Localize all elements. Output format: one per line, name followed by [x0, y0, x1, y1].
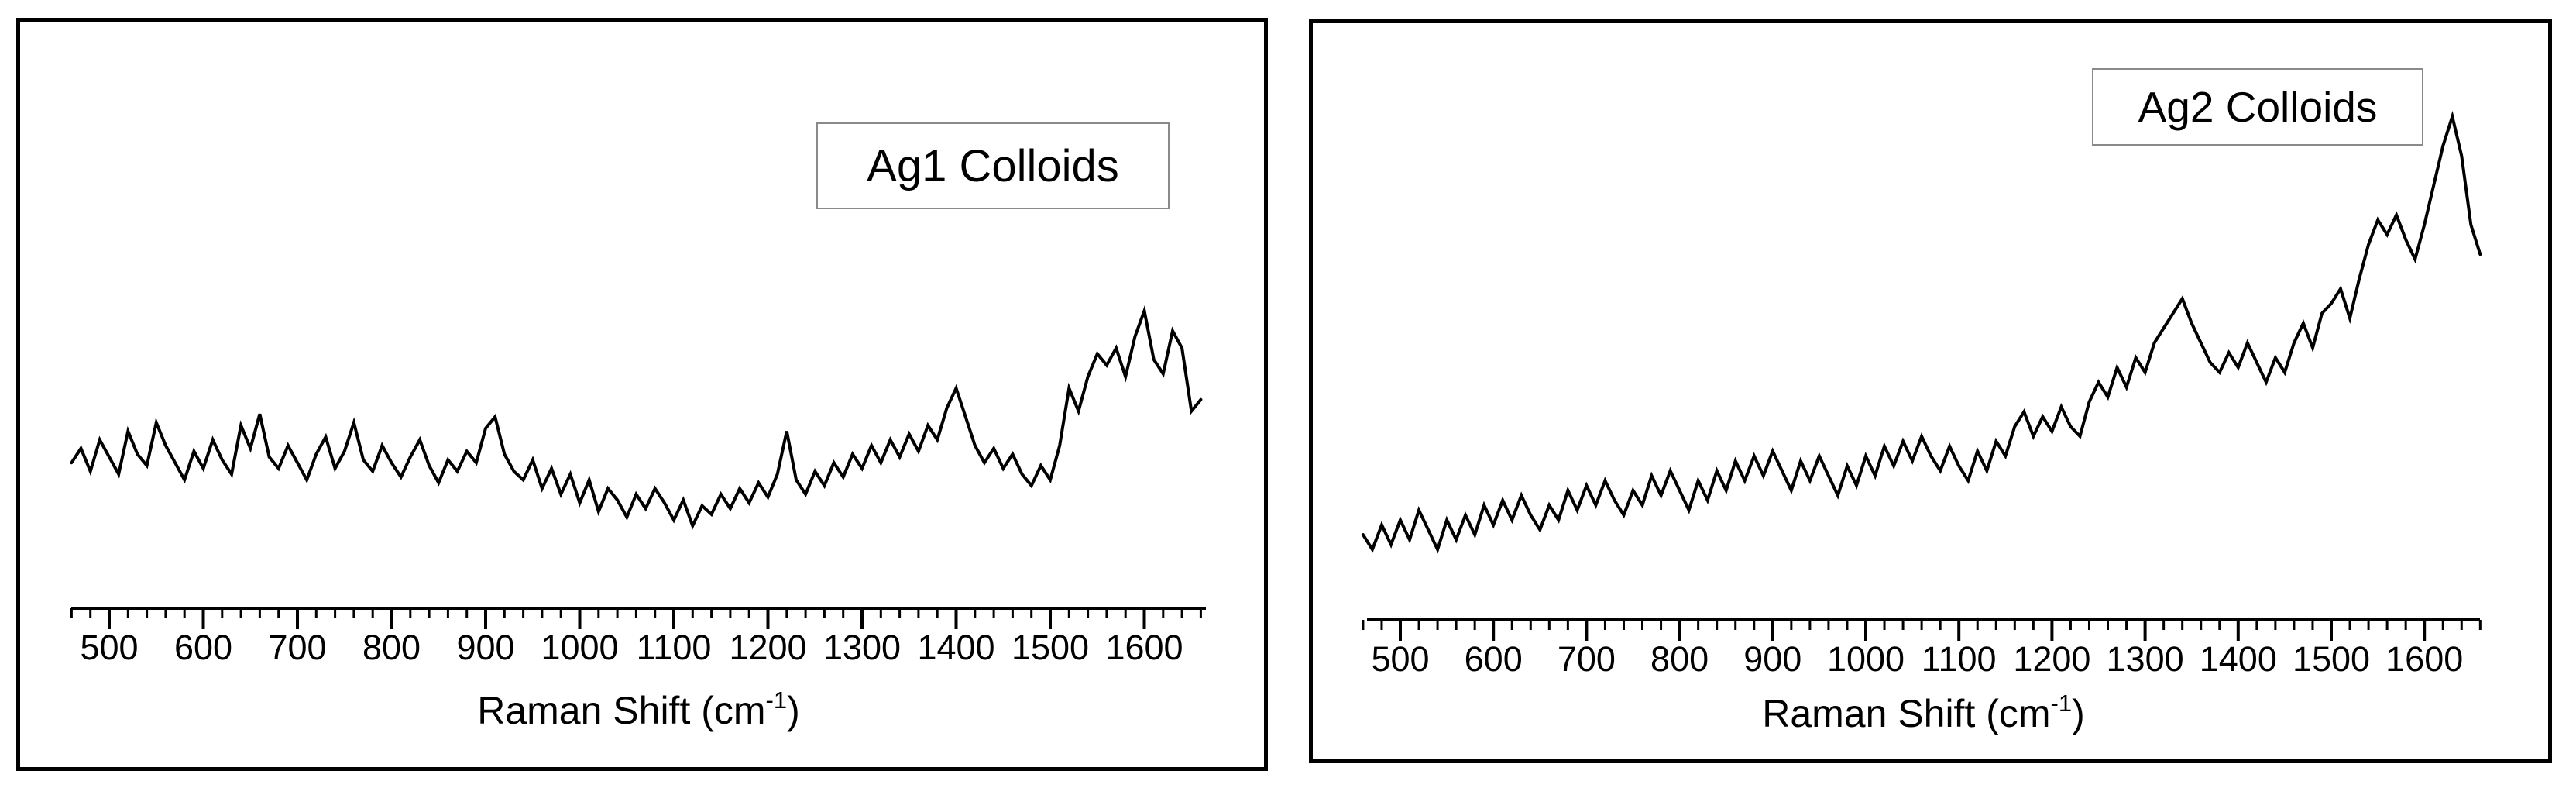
x-tick-label: 1500 [2293, 639, 2370, 679]
x-tick-label: 1200 [2013, 639, 2090, 679]
x-tick-label: 1400 [917, 628, 994, 667]
x-tick-label: 700 [268, 628, 326, 667]
ag1-plot-svg: 500 600 700 800 900 1000 1100 1200 1300 1400 1500 1… [70, 305, 1206, 667]
x-tick-label: 1000 [1827, 639, 1905, 679]
x-tick-label: 1300 [823, 628, 901, 667]
spectrum-trace [70, 305, 1203, 530]
x-tick-label: 800 [1650, 639, 1709, 679]
x-tick-label: 1100 [637, 628, 712, 667]
chart-panel-ag2: 500 600 700 800 900 1000 1100 1200 1300 1400 1500 1… [1309, 19, 2552, 763]
x-tick-label: 1200 [729, 628, 806, 667]
chart-panel-ag1: 500 600 700 800 900 1000 1100 1200 1300 1400 1500 1… [16, 18, 1268, 771]
x-tick-label: 600 [174, 628, 232, 667]
x-tick-label: 1100 [1922, 639, 1997, 679]
x-tick-label: 1600 [2385, 639, 2463, 679]
x-tick-label: 700 [1558, 639, 1616, 679]
x-tick-label: 900 [456, 628, 514, 667]
legend-label-ag1: Ag1 Colloids [867, 140, 1119, 191]
x-axis-title-ag2: Raman Shift (cm-1) [1367, 690, 2480, 736]
legend-box-ag2: Ag2 Colloids [2092, 68, 2423, 146]
x-tick-label: 500 [80, 628, 138, 667]
x-axis-title-text: Raman Shift (cm [1762, 692, 2051, 735]
x-tick-label: 1000 [541, 628, 618, 667]
x-tick-label: 1400 [2200, 639, 2277, 679]
x-tick-label: 1500 [1012, 628, 1089, 667]
x-axis-title-close: ) [2072, 692, 2085, 735]
x-tick-label: 1600 [1105, 628, 1183, 667]
x-axis-title-ag1: Raman Shift (cm-1) [71, 686, 1206, 733]
x-axis-title-superscript: -1 [765, 686, 788, 714]
x-tick-label: 800 [362, 628, 421, 667]
x-axis-title-close: ) [787, 689, 800, 732]
legend-label-ag2: Ag2 Colloids [2138, 83, 2378, 131]
x-axis-title-superscript: -1 [2050, 690, 2073, 717]
ag2-plot-svg: 500 600 700 800 900 1000 1100 1200 1300 1400 1500 1… [1361, 110, 2482, 679]
x-tick-label: 1300 [2107, 639, 2184, 679]
legend-box-ag1: Ag1 Colloids [816, 122, 1170, 209]
spectrum-trace [1361, 110, 2482, 554]
x-tick-label: 900 [1743, 639, 1801, 679]
x-tick-label: 600 [1465, 639, 1523, 679]
x-axis-title-text: Raman Shift (cm [477, 689, 766, 732]
x-tick-label: 500 [1371, 639, 1429, 679]
